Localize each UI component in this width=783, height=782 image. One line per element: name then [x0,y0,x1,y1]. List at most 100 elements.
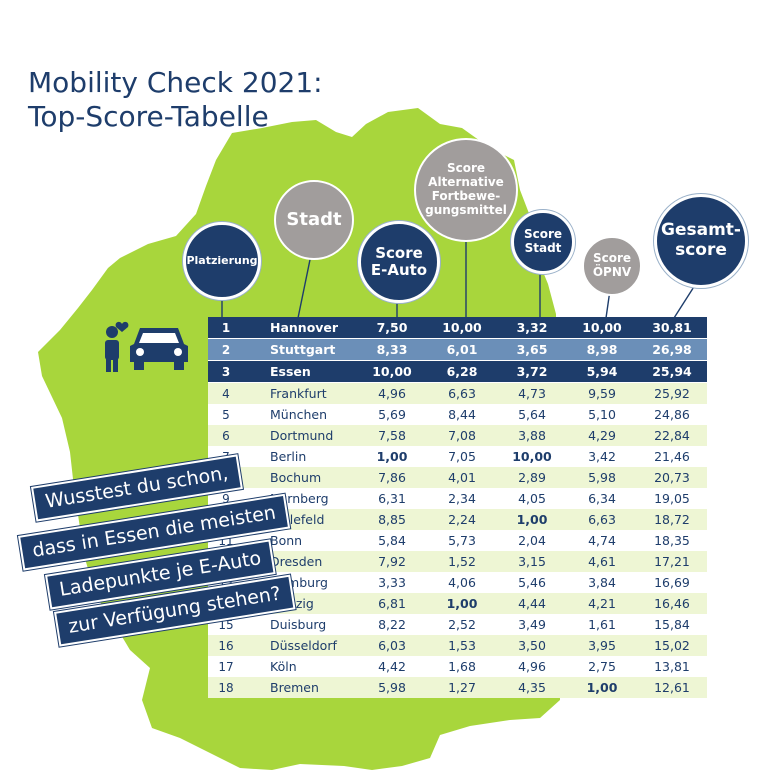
cell-city: Berlin [244,446,357,467]
cell-rank: 16 [208,635,244,656]
table-row: 1 Hannover 7,50 10,00 3,32 10,00 30,81 [208,317,707,339]
cell-score-alt: 4,01 [427,467,497,488]
cell-score-alt: 6,28 [427,360,497,383]
cell-score-eauto: 6,03 [357,635,427,656]
cell-city: Bonn [244,530,357,551]
table-row: 3 Essen 10,00 6,28 3,72 5,94 25,94 [208,360,707,383]
cell-score-eauto: 7,58 [357,425,427,446]
cell-city: Bochum [244,467,357,488]
cell-score-stadt: 2,89 [497,467,567,488]
cell-score-oepnv: 3,95 [567,635,637,656]
cell-score-alt: 6,01 [427,338,497,361]
cell-score-alt: 7,08 [427,425,497,446]
cell-total: 18,35 [637,530,707,551]
cell-city: Hannover [244,317,357,339]
score-table-body: 1 Hannover 7,50 10,00 3,32 10,00 30,81 2 Stuttga… [208,317,707,698]
header-oepnv-label: Score ÖPNV [592,251,632,279]
leader-total [673,281,698,319]
cell-city: Duisburg [244,614,357,635]
cell-score-eauto: 4,96 [357,382,427,404]
cell-score-stadt: 5,64 [497,404,567,425]
cell-total: 26,98 [637,338,707,361]
cell-score-stadt: 4,96 [497,656,567,677]
cell-score-alt: 1,52 [427,551,497,572]
cell-score-alt: 1,27 [427,677,497,698]
cell-rank: 5 [208,404,244,425]
cell-score-oepnv: 9,59 [567,382,637,404]
cell-score-alt: 6,63 [427,382,497,404]
cell-score-oepnv: 2,75 [567,656,637,677]
cell-total: 20,73 [637,467,707,488]
header-total-bubble: Gesamt- score [654,194,748,288]
cell-score-eauto: 8,22 [357,614,427,635]
cell-city: Bremen [244,677,357,698]
cell-total: 15,02 [637,635,707,656]
table-row: 15 Duisburg 8,22 2,52 3,49 1,61 15,84 [208,614,707,635]
table-row: 11 Bonn 5,84 5,73 2,04 4,74 18,35 [208,530,707,551]
cell-score-stadt: 3,65 [497,338,567,361]
cell-score-eauto: 7,86 [357,467,427,488]
cell-score-oepnv: 3,42 [567,446,637,467]
cell-city: Stuttgart [244,338,357,361]
cell-score-alt: 4,06 [427,572,497,593]
cell-score-oepnv: 4,61 [567,551,637,572]
cell-score-oepnv: 4,74 [567,530,637,551]
header-oepnv-bubble: Score ÖPNV [582,236,642,296]
cell-score-alt: 10,00 [427,317,497,339]
cell-total: 12,61 [637,677,707,698]
score-table: 1 Hannover 7,50 10,00 3,32 10,00 30,81 2 Stuttga… [208,317,707,698]
cell-score-eauto: 3,33 [357,572,427,593]
cell-score-stadt: 4,35 [497,677,567,698]
cell-score-stadt: 4,05 [497,488,567,509]
cell-score-eauto: 6,31 [357,488,427,509]
cell-score-stadt: 2,04 [497,530,567,551]
cell-city: Dortmund [244,425,357,446]
cell-total: 22,84 [637,425,707,446]
header-eauto-label: Score E-Auto [370,243,428,279]
car-icon [130,328,188,370]
table-row: 5 München 5,69 8,44 5,64 5,10 24,86 [208,404,707,425]
title-line-2: Top-Score-Tabelle [28,100,269,133]
cell-score-oepnv: 5,94 [567,360,637,383]
cell-score-eauto: 4,42 [357,656,427,677]
cell-city: München [244,404,357,425]
cell-score-eauto: 6,81 [357,593,427,614]
cell-score-stadt: 3,32 [497,317,567,339]
cell-total: 25,94 [637,360,707,383]
cell-rank: 1 [208,317,244,339]
cell-score-alt: 5,73 [427,530,497,551]
page-title: Mobility Check 2021: Top-Score-Tabelle [28,66,323,134]
cell-rank: 3 [208,360,244,383]
title-line-1: Mobility Check 2021: [28,66,323,99]
cell-total: 25,92 [637,382,707,404]
cell-score-eauto: 7,92 [357,551,427,572]
cell-city: Köln [244,656,357,677]
header-total-label: Gesamt- score [661,220,741,260]
cell-score-alt: 2,34 [427,488,497,509]
cell-score-oepnv: 1,61 [567,614,637,635]
cell-score-alt: 7,05 [427,446,497,467]
cell-total: 19,05 [637,488,707,509]
cell-score-alt: 2,52 [427,614,497,635]
cell-total: 18,72 [637,509,707,530]
cell-score-alt: 8,44 [427,404,497,425]
cell-score-stadt: 3,50 [497,635,567,656]
cell-score-stadt: 10,00 [497,446,567,467]
table-row: 6 Dortmund 7,58 7,08 3,88 4,29 22,84 [208,425,707,446]
cell-score-eauto: 10,00 [357,360,427,383]
person-with-heart-icon [105,321,129,372]
table-row: 9 Nürnberg 6,31 2,34 4,05 6,34 19,05 [208,488,707,509]
cell-score-eauto: 5,84 [357,530,427,551]
cell-score-stadt: 4,73 [497,382,567,404]
header-stadt-bubble: Score Stadt [511,210,575,274]
cell-score-oepnv: 4,21 [567,593,637,614]
cell-score-alt: 1,00 [427,593,497,614]
header-rank-label: Platzierung [186,253,258,267]
cell-score-oepnv: 10,00 [567,317,637,339]
cell-score-eauto: 5,98 [357,677,427,698]
cell-score-eauto: 8,33 [357,338,427,361]
table-row: 16 Düsseldorf 6,03 1,53 3,50 3,95 15,02 [208,635,707,656]
table-row: 13 Hamburg 3,33 4,06 5,46 3,84 16,69 [208,572,707,593]
header-city-label: Stadt [286,208,342,230]
